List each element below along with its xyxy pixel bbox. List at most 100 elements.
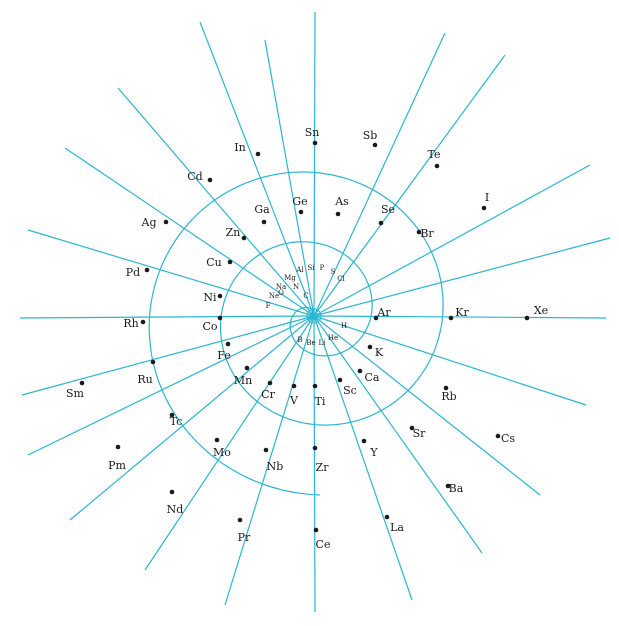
element-dot — [241, 235, 247, 241]
element-label-s: S — [331, 268, 336, 276]
element-label-y: Y — [369, 446, 378, 459]
element-dot — [481, 205, 487, 211]
element-label-n: N — [293, 283, 299, 291]
element-label-cd: Cd — [187, 170, 202, 183]
element-label-zr: Zr — [316, 461, 330, 474]
element-dot — [237, 517, 243, 523]
element-dot — [443, 385, 449, 391]
radial-line — [313, 315, 607, 319]
element-label-rh: Rh — [123, 317, 138, 330]
element-dot — [169, 412, 175, 418]
radial-line — [313, 315, 413, 601]
radial-line — [313, 11, 316, 317]
element-dot — [335, 211, 341, 217]
element-dot — [255, 151, 261, 157]
element-label-na: Na — [276, 283, 286, 291]
element-label-b: B — [297, 336, 302, 344]
element-label-sc: Sc — [343, 384, 357, 397]
spiral-center — [306, 308, 322, 324]
element-label-pd: Pd — [126, 266, 140, 279]
element-dot — [217, 293, 223, 299]
element-dot — [207, 177, 213, 183]
element-label-sn: Sn — [305, 126, 320, 139]
element-label-sb: Sb — [363, 129, 378, 142]
radial-line — [21, 315, 315, 396]
element-label-ge: Ge — [292, 195, 307, 208]
element-label-fe: Fe — [217, 349, 231, 362]
element-dot — [163, 219, 169, 225]
element-label-he: He — [328, 334, 338, 342]
element-dot — [361, 438, 367, 444]
element-dot — [244, 365, 250, 371]
element-dot — [144, 267, 150, 273]
radial-line — [264, 39, 315, 317]
spiral-curves — [148, 171, 444, 496]
element-dot — [416, 229, 422, 235]
element-dot — [434, 163, 440, 169]
radial-line — [313, 54, 506, 317]
radial-line — [69, 315, 315, 521]
element-label-se: Se — [381, 203, 395, 216]
radial-line — [64, 147, 315, 317]
element-dot — [217, 315, 223, 321]
element-label-pm: Pm — [108, 459, 126, 472]
element-labels: Sn Sb In Te Cd I Ag Pd Rh Ru Tc Mo Nb Zr Y Sr Rb Xe Kr Br Se… — [66, 126, 548, 551]
element-dot — [79, 380, 85, 386]
element-label-sr: Sr — [413, 427, 427, 440]
element-label-ni: Ni — [203, 291, 217, 304]
element-label-k: K — [375, 346, 384, 359]
element-dot — [267, 380, 273, 386]
element-dot — [373, 315, 379, 321]
element-label-sm: Sm — [66, 387, 85, 400]
element-dot — [214, 437, 220, 443]
element-dot — [312, 140, 318, 146]
element-dot — [445, 483, 451, 489]
element-dot — [225, 341, 231, 347]
element-label-cr: Cr — [261, 388, 275, 401]
element-label-kr: Kr — [455, 306, 469, 319]
element-label-in: In — [234, 141, 245, 154]
element-label-mg: Mg — [284, 274, 296, 282]
element-dot — [448, 315, 454, 321]
element-label-rb: Rb — [441, 390, 456, 403]
element-dot — [378, 220, 384, 226]
element-dot — [384, 514, 390, 520]
element-dot — [115, 444, 121, 450]
element-label-p: P — [320, 264, 325, 272]
element-dot — [263, 447, 269, 453]
element-dot — [409, 425, 415, 431]
element-dot — [227, 259, 233, 265]
element-dot — [367, 344, 373, 350]
element-label-ru: Ru — [137, 373, 152, 386]
radial-line — [313, 315, 587, 406]
element-label-nd: Nd — [167, 503, 184, 516]
element-label-te: Te — [428, 148, 441, 161]
element-label-be: Be — [306, 339, 315, 347]
radial-line — [313, 315, 483, 554]
element-label-f: F — [266, 302, 271, 310]
element-dot — [312, 445, 318, 451]
element-dots — [79, 140, 530, 533]
element-label-cl: Cl — [337, 275, 345, 283]
element-dot — [372, 142, 378, 148]
element-label-mn: Mn — [234, 374, 252, 387]
element-dot — [169, 489, 175, 495]
element-label-ar: Ar — [376, 306, 391, 319]
element-dot — [291, 383, 297, 389]
element-label-la: La — [390, 521, 404, 534]
element-dot — [357, 368, 363, 374]
radial-line — [27, 229, 315, 317]
radial-line — [19, 315, 315, 319]
element-label-zn: Zn — [226, 226, 241, 239]
element-label-tc: Tc — [170, 415, 183, 428]
element-label-pr: Pr — [238, 531, 251, 544]
element-label-i: I — [485, 191, 489, 204]
element-label-ga: Ga — [254, 203, 270, 216]
element-label-h: H — [341, 322, 347, 330]
element-label-li: Li — [319, 339, 327, 347]
element-label-al: Al — [295, 266, 304, 274]
radial-line — [313, 315, 316, 613]
radial-line — [313, 32, 446, 317]
